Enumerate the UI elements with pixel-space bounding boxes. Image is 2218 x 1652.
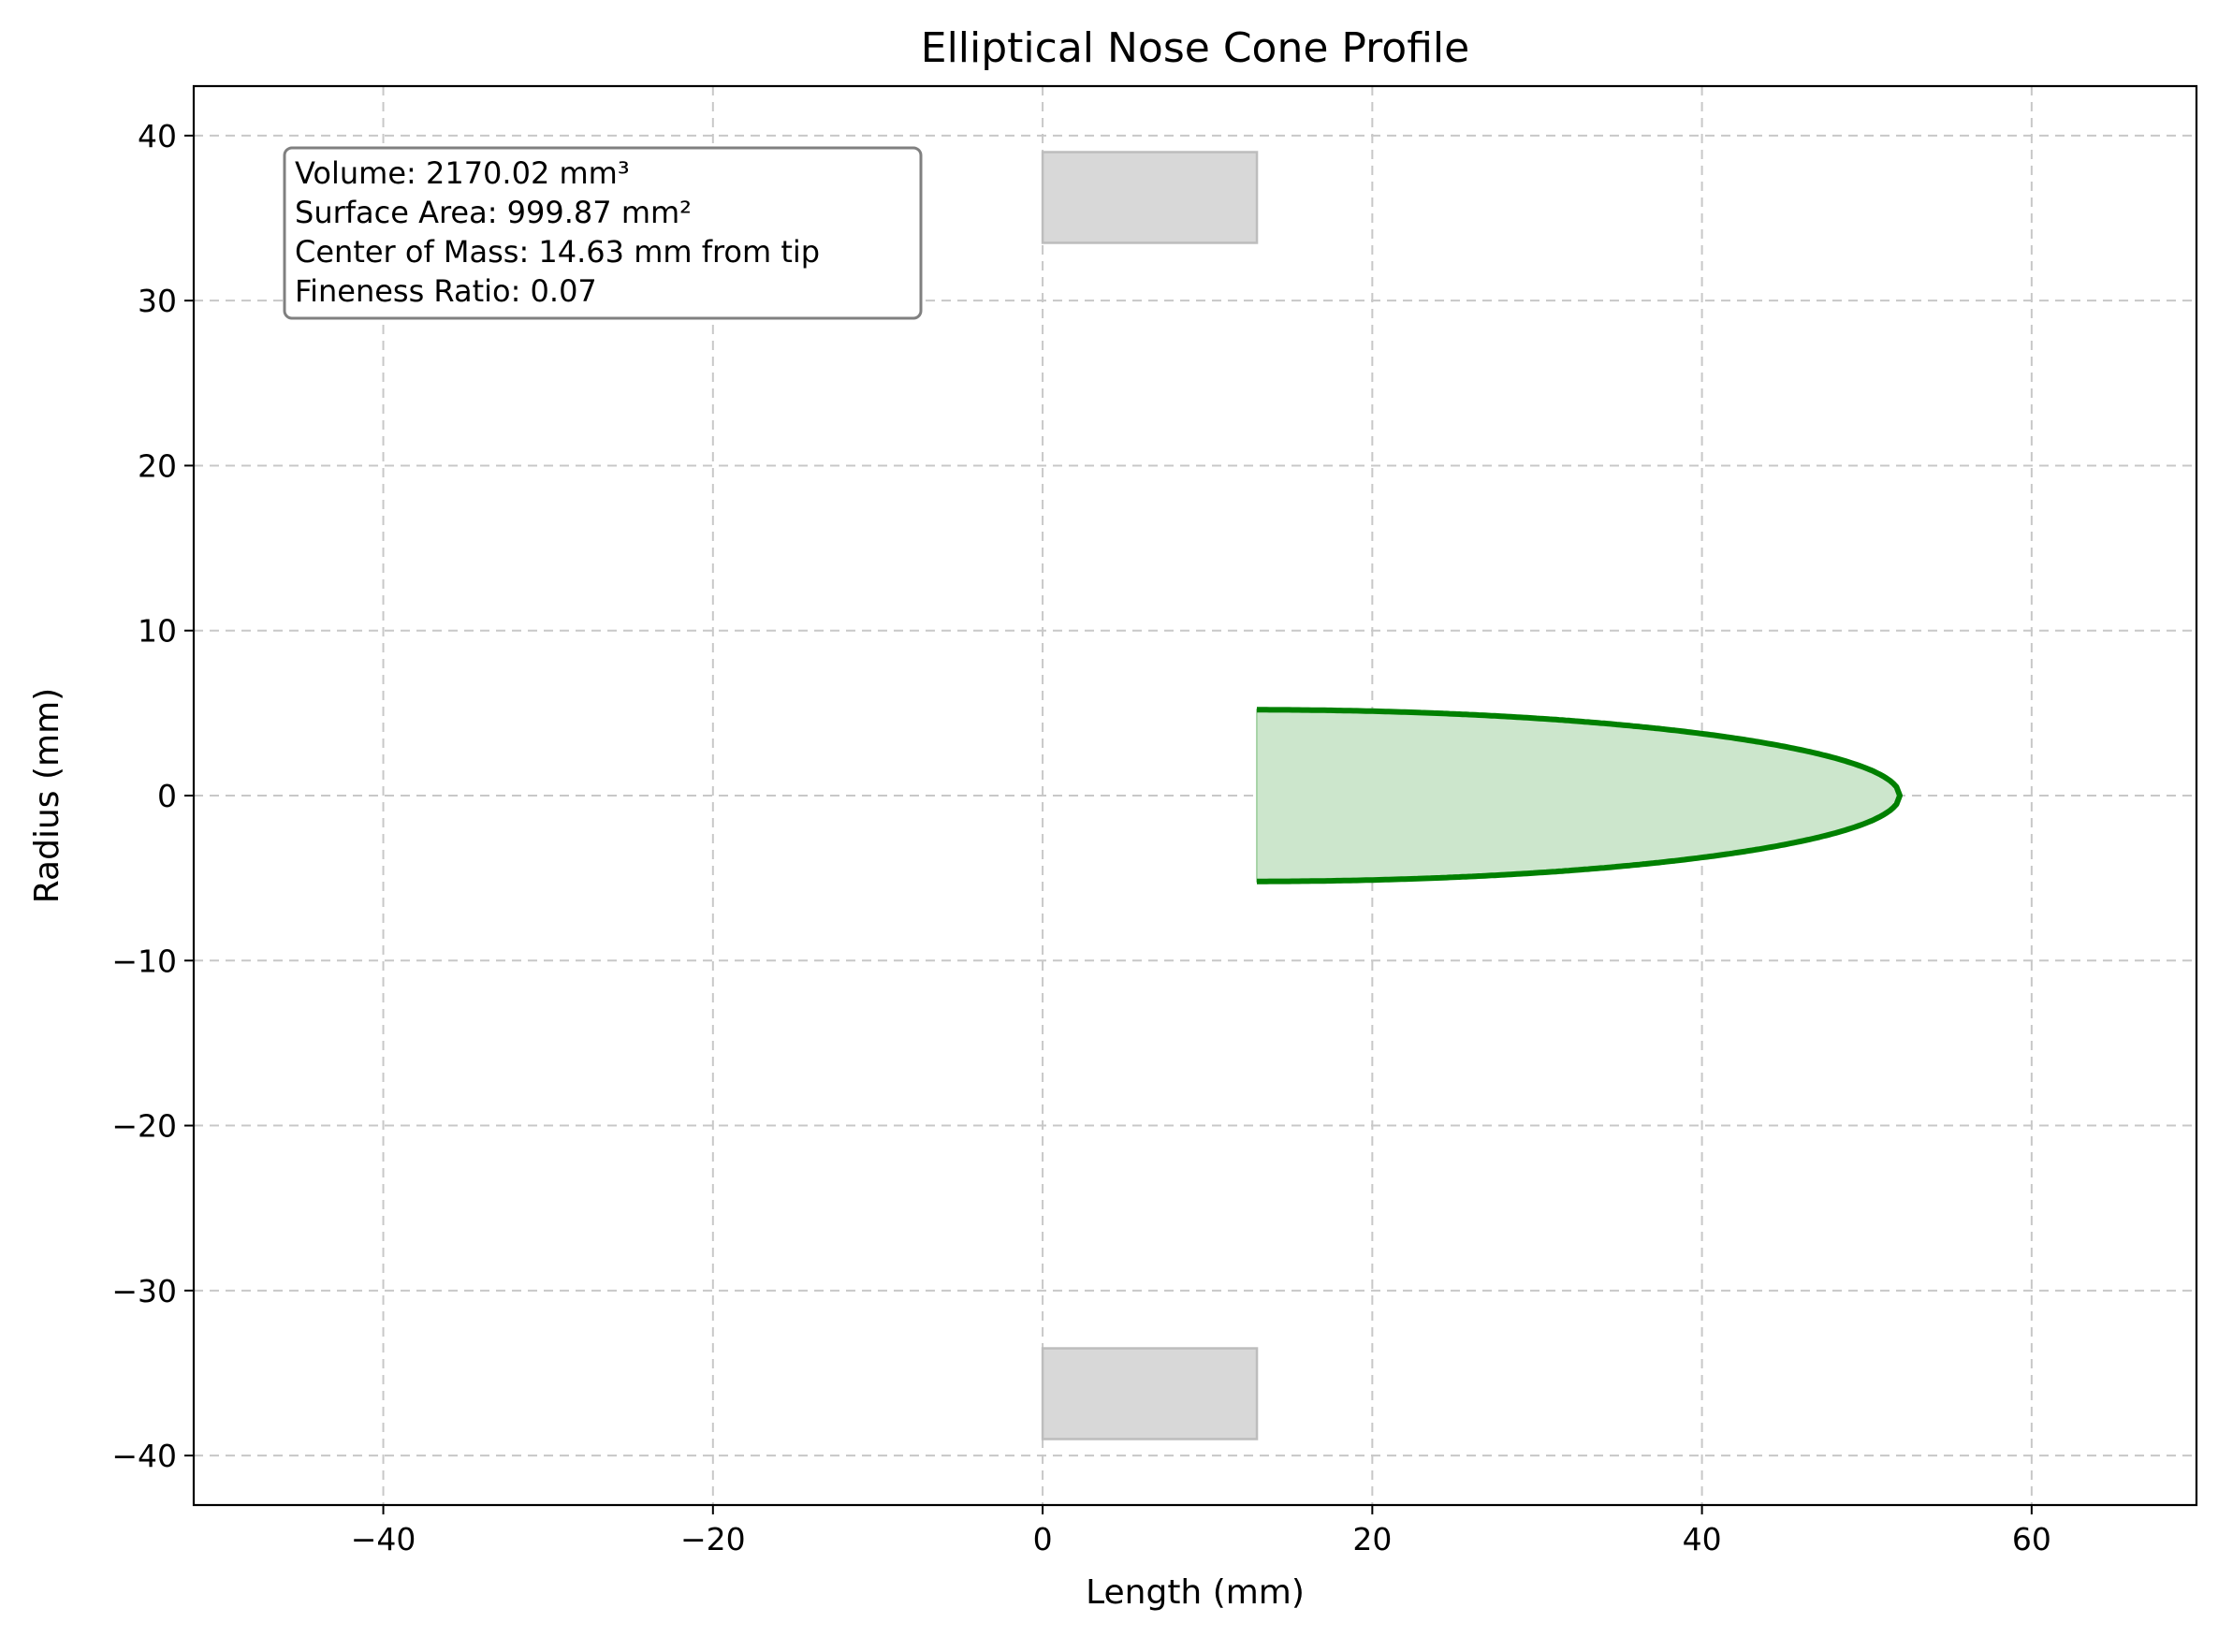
y-tick-label: 20 (138, 447, 177, 484)
annotation-line: Center of Mass: 14.63 mm from tip (295, 234, 820, 270)
lower-rect (1041, 1347, 1259, 1440)
annotation-line: Fineness Ratio: 0.07 (295, 273, 597, 309)
x-tick-label: 40 (1683, 1521, 1722, 1557)
y-tick-label: 40 (138, 118, 177, 154)
upper-rect (1041, 151, 1259, 244)
stats-annotation: Volume: 2170.02 mm³ Surface Area: 999.87 … (283, 146, 923, 320)
y-tick-label: 0 (157, 778, 177, 814)
y-tick-label: 30 (138, 283, 177, 319)
y-tick-label: −20 (111, 1108, 177, 1145)
y-tick-label: 10 (138, 613, 177, 650)
ticks: −40 −20 0 20 40 60 −40 −30 −20 −10 0 10 20 30 40 (111, 118, 2051, 1557)
x-tick-label: 60 (2012, 1521, 2051, 1557)
y-axis-label: Radius (mm) (28, 688, 66, 903)
y-tick-label: −10 (111, 943, 177, 979)
annotation-box (283, 146, 923, 320)
x-tick-label: 20 (1352, 1521, 1392, 1557)
annotation-line: Volume: 2170.02 mm³ (295, 155, 630, 191)
x-tick-label: −20 (680, 1521, 746, 1557)
x-axis-label: Length (mm) (1086, 1573, 1305, 1612)
chart-title: Elliptical Nose Cone Profile (921, 24, 1469, 72)
plot-marks (1041, 151, 1903, 1440)
x-tick-label: −40 (351, 1521, 416, 1557)
profile-line (1257, 707, 1903, 884)
y-tick-label: −40 (111, 1438, 177, 1474)
annotation-line: Surface Area: 999.87 mm² (295, 195, 692, 230)
x-tick-label: 0 (1033, 1521, 1053, 1557)
y-tick-label: −30 (111, 1273, 177, 1309)
